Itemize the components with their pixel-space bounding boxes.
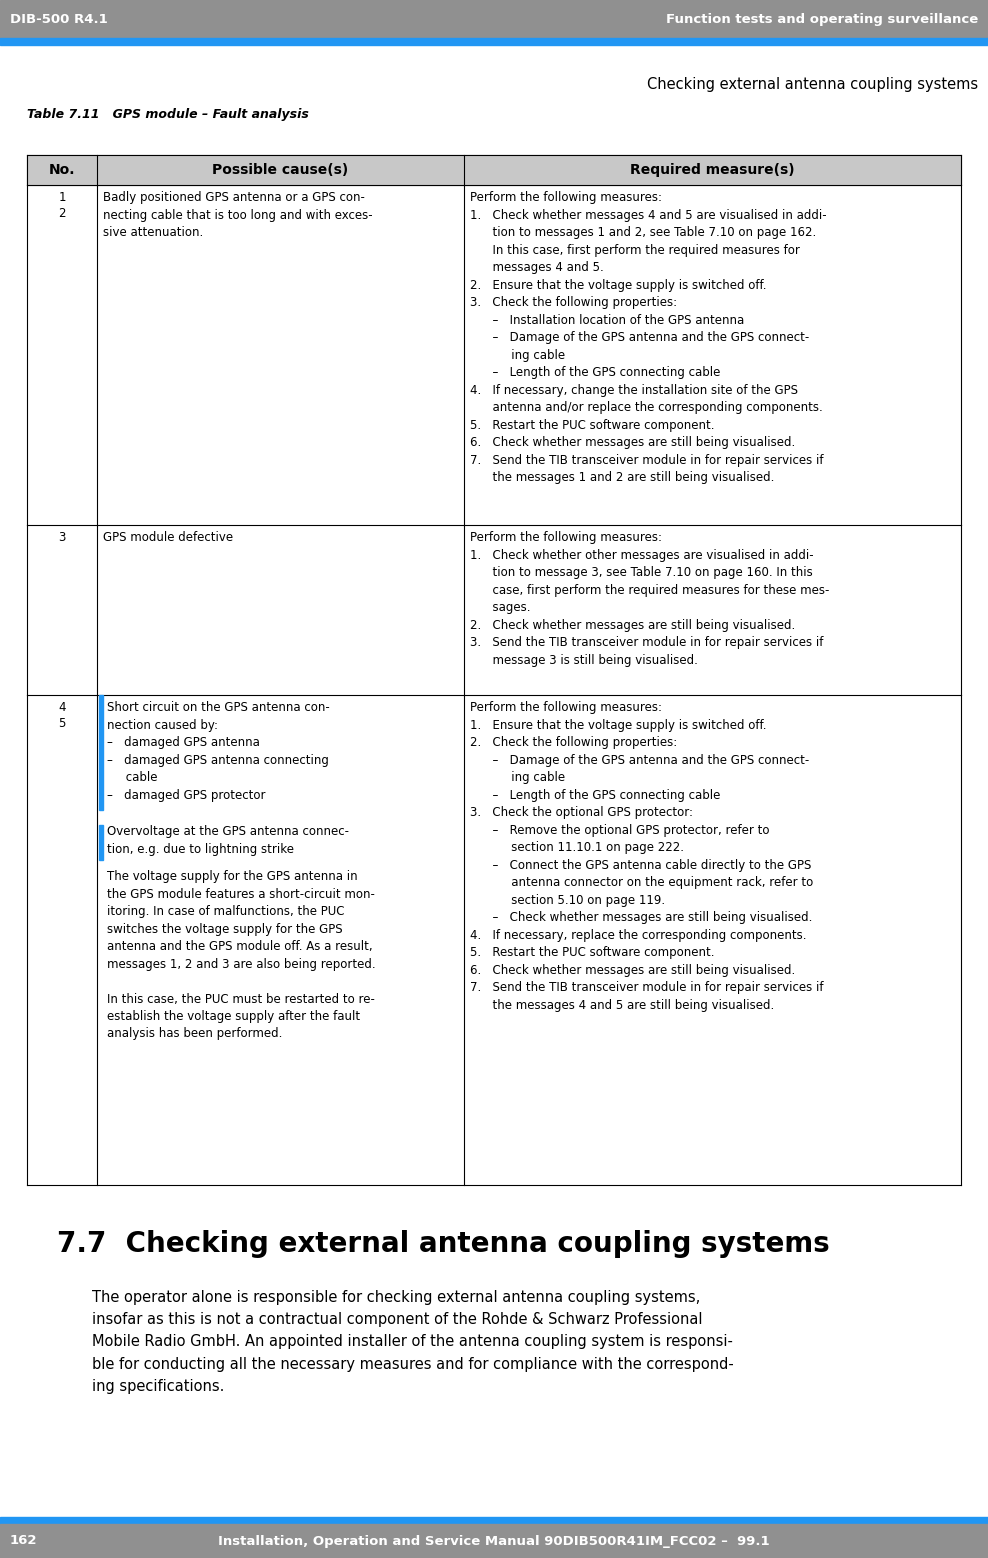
- Bar: [0, 37, 988, 45]
- Bar: [0, 1524, 988, 1558]
- Text: The voltage supply for the GPS antenna in
the GPS module features a short-circui: The voltage supply for the GPS antenna i…: [107, 869, 375, 1041]
- Text: Overvoltage at the GPS antenna connec-
tion, e.g. due to lightning strike: Overvoltage at the GPS antenna connec- t…: [107, 826, 349, 855]
- Bar: [99, 826, 103, 860]
- Text: 1: 1: [58, 192, 66, 204]
- Text: DIB-500 R4.1: DIB-500 R4.1: [10, 12, 108, 25]
- Text: The operator alone is responsible for checking external antenna coupling systems: The operator alone is responsible for ch…: [92, 1290, 734, 1394]
- Text: 7.7  Checking external antenna coupling systems: 7.7 Checking external antenna coupling s…: [57, 1229, 830, 1257]
- Text: Checking external antenna coupling systems: Checking external antenna coupling syste…: [647, 76, 978, 92]
- Bar: [99, 695, 103, 810]
- Text: 4: 4: [58, 701, 66, 714]
- Text: 162: 162: [10, 1535, 38, 1547]
- Text: 5: 5: [58, 717, 65, 731]
- Text: Required measure(s): Required measure(s): [630, 164, 794, 178]
- Text: GPS module defective: GPS module defective: [103, 531, 233, 544]
- Text: Possible cause(s): Possible cause(s): [212, 164, 349, 178]
- Text: Short circuit on the GPS antenna con-
nection caused by:
–   damaged GPS antenna: Short circuit on the GPS antenna con- ne…: [107, 701, 330, 801]
- Bar: [0, 0, 988, 37]
- Text: 3: 3: [58, 531, 65, 544]
- Text: 2: 2: [58, 207, 66, 220]
- Text: Perform the following measures:
1.   Check whether other messages are visualised: Perform the following measures: 1. Check…: [470, 531, 829, 667]
- Text: Perform the following measures:
1.   Ensure that the voltage supply is switched : Perform the following measures: 1. Ensur…: [470, 701, 824, 1011]
- Text: Function tests and operating surveillance: Function tests and operating surveillanc…: [666, 12, 978, 25]
- Bar: [0, 1517, 988, 1524]
- Text: Perform the following measures:
1.   Check whether messages 4 and 5 are visualis: Perform the following measures: 1. Check…: [470, 192, 827, 485]
- Bar: [27, 154, 961, 185]
- Text: No.: No.: [48, 164, 75, 178]
- Text: Badly positioned GPS antenna or a GPS con-
necting cable that is too long and wi: Badly positioned GPS antenna or a GPS co…: [103, 192, 372, 238]
- Text: Installation, Operation and Service Manual 90DIB500R41IM_FCC02 –  99.1: Installation, Operation and Service Manu…: [218, 1535, 770, 1547]
- Text: Table 7.11   GPS module – Fault analysis: Table 7.11 GPS module – Fault analysis: [27, 108, 309, 122]
